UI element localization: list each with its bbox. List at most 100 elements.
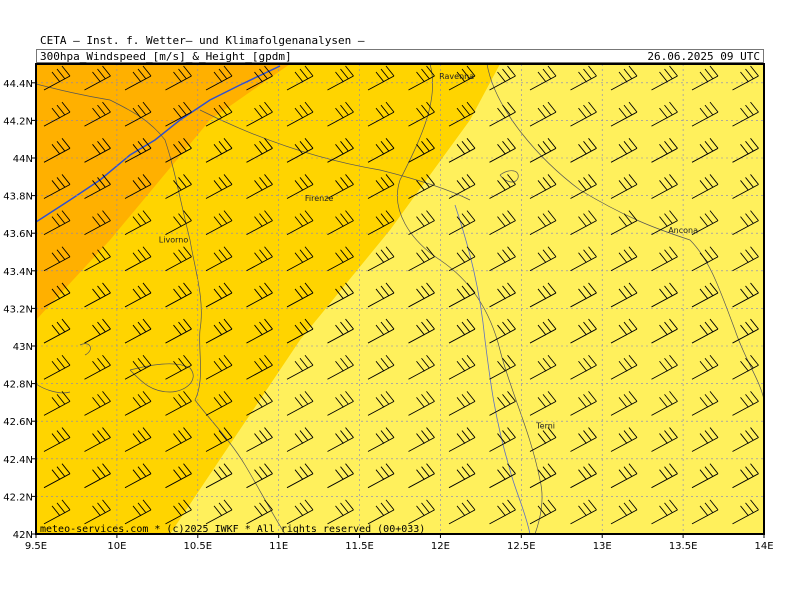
wind-barb <box>246 463 273 489</box>
wind-barb <box>286 174 314 199</box>
wind-barb <box>124 101 152 127</box>
wind-barb <box>570 174 597 199</box>
wind-barb <box>651 210 678 236</box>
wind-barbs <box>43 65 759 525</box>
chart-title-variable: 300hpa_Windspeed_[m/s]_&_Height_[gpdm] <box>40 50 292 63</box>
wind-barb <box>489 101 516 127</box>
wind-barb <box>84 463 111 489</box>
wind-barb <box>327 499 354 525</box>
wind-barb <box>610 427 638 452</box>
wind-barb <box>651 101 678 127</box>
wind-barb <box>570 101 597 127</box>
wind-barb <box>732 174 759 199</box>
wind-barb <box>286 427 314 452</box>
wind-barb <box>408 282 435 308</box>
wind-barb <box>286 138 314 163</box>
city-label: Terni <box>535 422 555 431</box>
wind-barb <box>165 138 192 163</box>
wind-barb <box>246 427 273 452</box>
wind-barb <box>367 354 395 380</box>
wind-barb <box>84 138 111 163</box>
wind-barb <box>327 463 354 489</box>
wind-barb <box>732 499 759 525</box>
wind-barb <box>205 138 233 163</box>
wind-barb <box>448 101 476 127</box>
wind-barb <box>570 65 597 91</box>
wind-barb <box>489 354 516 380</box>
wind-barb <box>448 246 476 272</box>
city-label: Ancona <box>668 226 698 235</box>
wind-barb <box>570 499 597 525</box>
wind-barb <box>448 499 476 525</box>
wind-barb <box>165 463 192 489</box>
wind-barb <box>529 318 557 344</box>
wind-barb <box>691 210 719 236</box>
city-label: Firenze <box>305 194 334 203</box>
wind-barb <box>651 318 678 344</box>
wind-barb <box>367 138 395 163</box>
wind-barb <box>84 246 111 272</box>
wind-barb <box>408 318 435 344</box>
wind-barb <box>570 427 597 452</box>
wind-barb <box>286 101 314 127</box>
wind-barb <box>205 101 233 127</box>
wind-barb <box>651 246 678 272</box>
wind-barb <box>732 391 759 416</box>
wind-barb <box>408 391 435 416</box>
wind-barb <box>124 499 152 525</box>
wind-barb <box>367 210 395 236</box>
wind-barb <box>367 391 395 416</box>
x-tick-label: 11E <box>269 541 288 552</box>
wind-barb <box>570 463 597 489</box>
wind-barb <box>124 138 152 163</box>
wind-barb <box>124 391 152 416</box>
river-tiber <box>454 204 531 534</box>
wind-zone-strong <box>36 64 290 320</box>
plot-frame <box>35 63 765 535</box>
wind-barb <box>489 138 516 163</box>
wind-barb <box>448 427 476 452</box>
y-tick-label: 44.4N <box>3 79 33 90</box>
wind-barb <box>205 210 233 236</box>
wind-barb <box>691 246 719 272</box>
wind-barb <box>489 246 516 272</box>
y-tick-label: 43.6N <box>3 229 33 240</box>
wind-barb <box>246 210 273 236</box>
wind-barb <box>408 246 435 272</box>
wind-barb <box>448 391 476 416</box>
wind-barb <box>691 391 719 416</box>
x-tick-label: 13.5E <box>669 541 698 552</box>
wind-barb <box>246 318 273 344</box>
wind-barb <box>529 101 557 127</box>
wind-barb <box>165 499 192 525</box>
y-tick-label: 42.4N <box>3 455 33 466</box>
wind-barb <box>489 391 516 416</box>
wind-barb <box>610 138 638 163</box>
wind-barb <box>165 354 192 380</box>
wind-barb <box>43 65 71 91</box>
x-tick-label: 12E <box>431 541 450 552</box>
y-tick-label: 43N <box>13 342 33 353</box>
wind-barb <box>570 138 597 163</box>
wind-barb <box>205 246 233 272</box>
wind-barb <box>610 101 638 127</box>
wind-barb <box>610 174 638 199</box>
wind-barb <box>367 65 395 91</box>
wind-barb <box>286 463 314 489</box>
wind-barb <box>327 65 354 91</box>
wind-barb <box>367 318 395 344</box>
wind-barb <box>489 427 516 452</box>
wind-barb <box>124 174 152 199</box>
wind-barb <box>246 282 273 308</box>
island-outlines <box>36 343 91 394</box>
wind-barb <box>205 65 233 91</box>
wind-barb <box>610 65 638 91</box>
wind-barb <box>246 65 273 91</box>
wind-barb <box>205 174 233 199</box>
wind-barb <box>651 65 678 91</box>
wind-barb <box>691 65 719 91</box>
wind-barb <box>286 499 314 525</box>
wind-barb <box>43 499 71 525</box>
wind-barb <box>610 391 638 416</box>
wind-barb <box>529 246 557 272</box>
